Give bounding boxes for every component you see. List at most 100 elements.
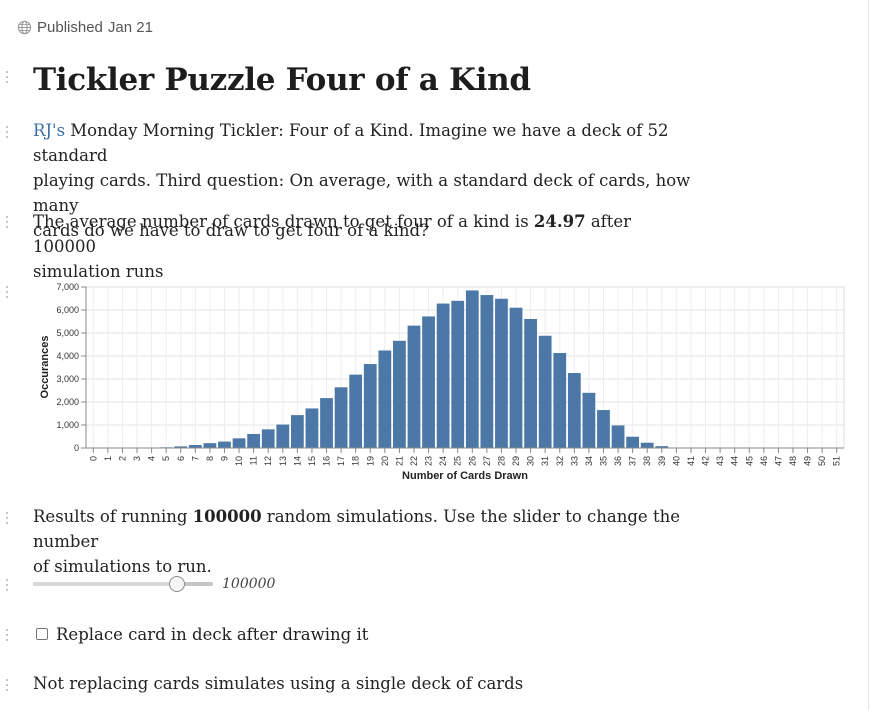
x-tick-label: 29 xyxy=(511,456,521,466)
bar-33 xyxy=(567,373,581,448)
y-tick-label: 4,000 xyxy=(56,351,79,361)
x-tick-label: 15 xyxy=(307,456,317,466)
x-tick-label: 49 xyxy=(803,456,813,466)
bar-36 xyxy=(611,425,625,448)
published-date: Jan 21 xyxy=(107,18,153,36)
bar-29 xyxy=(509,307,523,448)
x-tick-label: 50 xyxy=(817,456,827,466)
x-tick-label: 37 xyxy=(628,456,638,466)
bar-23 xyxy=(422,316,435,448)
simulation-slider[interactable] xyxy=(33,576,213,592)
x-tick-label: 44 xyxy=(730,456,740,466)
bar-35 xyxy=(597,410,610,448)
x-tick-label: 3 xyxy=(132,456,142,461)
bar-34 xyxy=(582,392,596,448)
bar-19 xyxy=(363,364,377,448)
x-tick-label: 32 xyxy=(555,456,565,466)
bar-21 xyxy=(393,340,406,448)
x-tick-label: 33 xyxy=(569,456,579,466)
bar-13 xyxy=(276,424,290,448)
slider-value: 100000 xyxy=(222,576,276,592)
summary-paragraph: The average number of cards drawn to get… xyxy=(33,209,693,284)
cell-drag-handle[interactable] xyxy=(4,70,10,84)
x-tick-label: 4 xyxy=(147,456,157,461)
cell-drag-handle[interactable] xyxy=(4,125,10,139)
chart-gridlines xyxy=(86,286,844,448)
bar-17 xyxy=(334,387,348,448)
cell-drag-handle[interactable] xyxy=(4,285,10,299)
x-tick-label: 38 xyxy=(642,456,652,466)
x-tick-label: 16 xyxy=(322,456,332,466)
simulation-slider-row: 100000 xyxy=(33,574,275,594)
x-tick-label: 40 xyxy=(671,456,681,466)
replace-card-label[interactable]: Replace card in deck after drawing it xyxy=(56,624,369,644)
x-tick-label: 26 xyxy=(467,456,477,466)
x-tick-label: 41 xyxy=(686,456,696,466)
replace-card-checkbox[interactable] xyxy=(36,628,48,640)
y-tick-label: 1,000 xyxy=(56,420,79,430)
x-tick-label: 28 xyxy=(496,456,506,466)
bar-22 xyxy=(407,325,421,448)
x-tick-label: 7 xyxy=(190,456,200,461)
summary-line-2: simulation runs xyxy=(33,262,164,281)
cell-drag-handle[interactable] xyxy=(4,511,10,525)
results-line-2: of simulations to run. xyxy=(33,557,212,576)
slider-thumb[interactable] xyxy=(169,576,185,592)
x-tick-label: 5 xyxy=(161,456,171,461)
bar-26 xyxy=(465,290,479,448)
x-tick-label: 13 xyxy=(278,456,288,466)
bar-15 xyxy=(305,408,319,448)
y-tick-label: 0 xyxy=(74,443,79,453)
simulation-count: 100000 xyxy=(192,507,262,526)
published-label: Published xyxy=(37,18,103,36)
rj-link[interactable]: RJ's xyxy=(33,121,66,140)
bar-27 xyxy=(480,295,494,448)
x-tick-label: 10 xyxy=(234,456,244,466)
chart-bars xyxy=(145,290,683,448)
bar-37 xyxy=(626,436,640,448)
x-tick-label: 24 xyxy=(438,456,448,466)
x-tick-label: 39 xyxy=(657,456,667,466)
bar-7 xyxy=(188,445,202,448)
cell-drag-handle[interactable] xyxy=(4,215,10,229)
cell-drag-handle[interactable] xyxy=(4,628,10,642)
replace-card-option: Replace card in deck after drawing it xyxy=(36,623,368,645)
average-value: 24.97 xyxy=(533,212,586,231)
x-axis-label: Number of Cards Drawn xyxy=(402,470,528,482)
cell-drag-handle[interactable] xyxy=(4,678,10,692)
bar-14 xyxy=(290,415,304,448)
plot-frame xyxy=(85,286,845,449)
x-tick-label: 1 xyxy=(103,456,113,461)
x-tick-label: 11 xyxy=(249,456,259,465)
x-tick-label: 17 xyxy=(336,456,346,466)
bar-38 xyxy=(640,442,654,448)
x-tick-label: 46 xyxy=(759,456,769,466)
x-tick-label: 30 xyxy=(526,456,536,466)
bar-25 xyxy=(451,300,465,448)
x-tick-label: 35 xyxy=(598,456,608,466)
intro-line-3: cards do we have to draw to get four of … xyxy=(33,221,429,240)
cell-drag-handle[interactable] xyxy=(4,578,10,592)
summary-suffix: after 100000 xyxy=(33,212,632,256)
x-tick-label: 27 xyxy=(482,456,492,466)
page-title: Tickler Puzzle Four of a Kind xyxy=(33,62,531,98)
results-suffix: random simulations. Use the slider to ch… xyxy=(33,507,680,551)
x-tick-label: 47 xyxy=(773,456,783,466)
page-right-border xyxy=(868,0,869,710)
x-tick-label: 9 xyxy=(219,456,229,461)
bar-6 xyxy=(174,446,188,448)
results-prefix: Results of running xyxy=(33,507,193,526)
x-tick-label: 45 xyxy=(744,456,754,466)
intro-paragraph: RJ's Monday Morning Tickler: Four of a K… xyxy=(33,118,693,243)
x-tick-label: 8 xyxy=(205,456,215,461)
bar-20 xyxy=(378,350,392,448)
x-tick-label: 34 xyxy=(584,456,594,466)
x-tick-label: 36 xyxy=(613,456,623,466)
x-tick-label: 23 xyxy=(424,456,434,466)
bar-28 xyxy=(495,298,508,448)
bar-9 xyxy=(218,441,231,448)
x-tick-label: 14 xyxy=(292,456,302,466)
y-tick-label: 6,000 xyxy=(56,305,79,315)
